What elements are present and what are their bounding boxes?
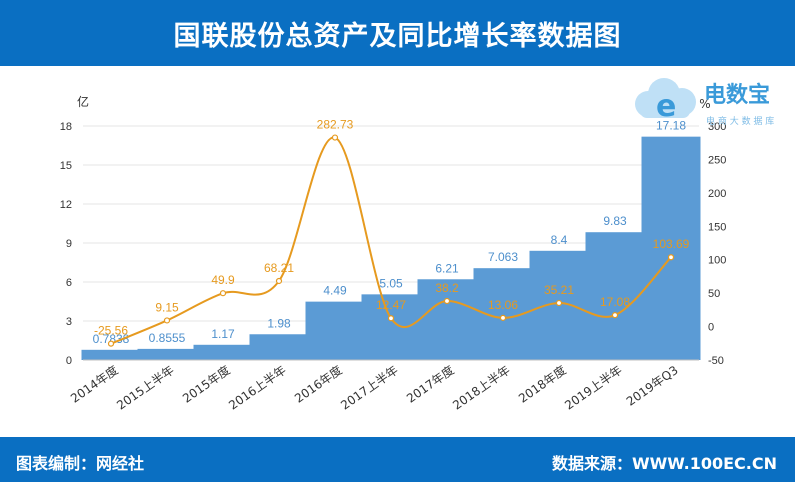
bar <box>417 279 477 360</box>
y2-tick-label: 50 <box>708 288 720 300</box>
bar <box>641 136 701 360</box>
bar <box>305 301 365 360</box>
bar-value-label: 17.18 <box>656 119 686 133</box>
line-value-label: 103.69 <box>653 237 690 251</box>
y-tick-label: 15 <box>60 160 72 172</box>
bar-value-label: 8.4 <box>551 233 568 247</box>
y2-tick-label: -50 <box>708 355 724 367</box>
logo: e 电数宝 电 商 大 数 据 库 <box>635 78 774 127</box>
bar-value-label: 5.05 <box>379 276 403 290</box>
chart-area: 0 3 6 9 12 15 18 -50 0 50 100 150 200 250 300 亿 % 0.7838 0… <box>60 94 727 413</box>
y2-tick-label: 100 <box>708 255 726 267</box>
y-tick-label: 18 <box>60 121 72 133</box>
logo-subtitle: 电 商 大 数 据 库 <box>706 115 774 127</box>
line-point <box>219 290 227 297</box>
y2-axis-label: % <box>699 97 710 111</box>
line-point <box>331 134 339 141</box>
x-tick-label: 2015上半年 <box>114 363 177 413</box>
y2-tick-label: 200 <box>708 188 726 200</box>
x-tick-label: 2017年度 <box>403 362 456 406</box>
bar <box>81 349 141 360</box>
footer-source: 数据来源：WWW.100EC.CN <box>551 454 777 473</box>
bar <box>361 294 421 360</box>
line-value-label: 12.47 <box>376 298 406 312</box>
y2-tick-label: 250 <box>708 154 726 166</box>
footer-credit: 图表编制：网经社 <box>16 454 145 473</box>
y2-tick-label: 300 <box>708 121 726 133</box>
y-tick-label: 9 <box>66 238 72 250</box>
y-axis-label: 亿 <box>77 94 89 109</box>
x-tick-label: 2014年度 <box>67 362 120 406</box>
x-tick-label: 2019上半年 <box>562 363 625 413</box>
x-tick-label: 2018年度 <box>515 362 568 406</box>
y-tick-label: 6 <box>66 277 72 289</box>
bar-value-label: 9.83 <box>603 214 627 228</box>
x-tick-label: 2016上半年 <box>226 363 289 413</box>
y-tick-label: 0 <box>66 355 72 367</box>
bar <box>249 334 309 360</box>
line-point <box>163 317 171 324</box>
line-point <box>611 312 619 319</box>
logo-brand: 电数宝 <box>704 82 770 108</box>
line-point <box>555 299 563 307</box>
line-point <box>667 254 675 261</box>
x-tick-label: 2018上半年 <box>450 363 513 413</box>
bar-value-label: 1.98 <box>267 316 291 330</box>
line-value-label: 49.9 <box>211 273 235 287</box>
line-point <box>387 315 395 322</box>
line-value-label: 68.21 <box>264 261 294 275</box>
y-tick-label: 3 <box>66 316 72 328</box>
line-value-label: -25.56 <box>94 324 128 338</box>
line-point <box>107 340 115 347</box>
footer-bar: 图表编制：网经社 数据来源：WWW.100EC.CN <box>0 437 795 482</box>
y2-tick-label: 150 <box>708 221 726 233</box>
x-tick-label: 2017上半年 <box>338 363 401 413</box>
chart-title: 国联股份总资产及同比增长率数据图 <box>173 20 622 52</box>
logo-mark: e <box>656 89 676 124</box>
bar <box>585 232 645 360</box>
line-value-label: 282.73 <box>317 118 354 132</box>
bar <box>137 348 197 360</box>
bar-value-label: 7.063 <box>488 250 518 264</box>
bar-value-label: 0.7838 <box>93 332 130 346</box>
bar-value-label: 4.49 <box>323 284 347 298</box>
line-value-label: 38.2 <box>435 281 459 295</box>
x-tick-label: 2015年度 <box>179 362 232 406</box>
header-bar: 国联股份总资产及同比增长率数据图 <box>0 0 795 66</box>
line-value-label: 13.06 <box>488 298 518 312</box>
y-tick-label: 12 <box>60 199 72 211</box>
line-value-label: 17.08 <box>600 295 630 309</box>
x-tick-label: 2019年Q3 <box>624 363 681 409</box>
line-value-label: 35.21 <box>544 283 574 297</box>
line-point <box>443 297 451 305</box>
cloud-icon <box>635 78 696 118</box>
bar-value-label: 6.21 <box>435 261 459 275</box>
line-point <box>275 277 283 285</box>
line-point <box>499 314 507 321</box>
x-tick-label: 2016年度 <box>291 362 344 406</box>
bar <box>193 344 253 360</box>
bar-value-label: 1.17 <box>211 327 235 341</box>
bar-value-label: 0.8555 <box>149 331 186 345</box>
line-value-label: 9.15 <box>155 300 179 314</box>
y2-tick-label: 0 <box>708 322 714 334</box>
